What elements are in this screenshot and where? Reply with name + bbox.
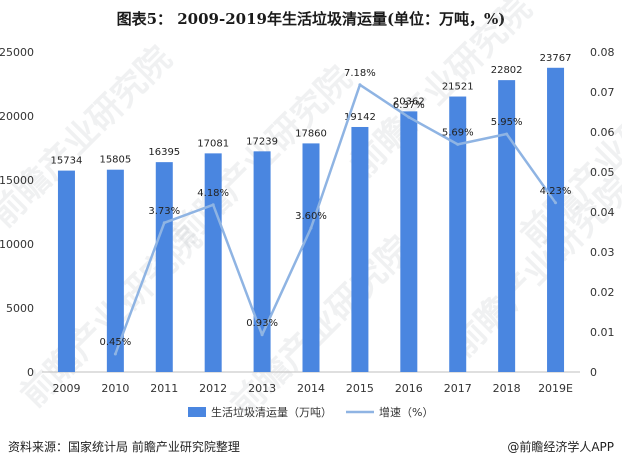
x-tick-label: 2013: [248, 382, 276, 395]
growth-value-label: 6.37%: [393, 100, 425, 111]
y-left-tick-label: 0: [27, 366, 34, 379]
bar: [204, 153, 222, 372]
growth-point: [456, 142, 460, 146]
legend-label-line: 增速（%）: [379, 405, 433, 419]
bar-value-label: 17860: [295, 128, 327, 139]
growth-value-label: 3.73%: [148, 206, 180, 217]
y-right-tick-label: 0.06: [590, 126, 615, 139]
bar-value-label: 19142: [344, 112, 376, 123]
y-left-tick-label: 10000: [0, 238, 34, 251]
x-tick-label: 2011: [150, 382, 178, 395]
x-tick-label: 2009: [52, 382, 80, 395]
y-left-tick-label: 15000: [0, 174, 34, 187]
growth-point: [162, 221, 166, 225]
bar: [57, 170, 75, 372]
bar: [400, 111, 418, 373]
growth-value-label: 0.45%: [99, 337, 131, 348]
bar-value-label: 21521: [442, 82, 474, 93]
brand-credit: @前瞻经济学人APP: [507, 440, 614, 454]
y-right-tick-label: 0.02: [590, 286, 615, 299]
bar-value-label: 15734: [51, 156, 83, 167]
chart-title: 图表5： 2009-2019年生活垃圾清运量(单位：万吨，%): [116, 10, 506, 28]
growth-point: [358, 83, 362, 87]
bar-value-label: 15805: [99, 155, 131, 166]
x-tick-label: 2012: [199, 382, 227, 395]
bar: [253, 151, 271, 372]
growth-value-label: 5.69%: [442, 127, 474, 138]
y-right-tick-label: 0.08: [590, 46, 615, 59]
y-right-tick-label: 0.05: [590, 166, 615, 179]
growth-point: [211, 203, 215, 207]
y-right-tick-label: 0.07: [590, 86, 615, 99]
y-left-tick-label: 20000: [0, 110, 34, 123]
bar: [498, 80, 516, 372]
bar-value-label: 23767: [540, 53, 572, 64]
y-right-tick-label: 0.01: [590, 326, 615, 339]
x-tick-label: 2017: [444, 382, 472, 395]
growth-point: [309, 226, 313, 230]
growth-point: [554, 201, 558, 205]
legend-swatch-bar: [188, 407, 206, 417]
bar-value-label: 22802: [491, 65, 523, 76]
bar-value-label: 17081: [197, 138, 229, 149]
y-left-tick-label: 5000: [6, 302, 34, 315]
growth-line: [114, 83, 557, 355]
y-right-tick-label: 0.03: [590, 246, 615, 259]
bar: [547, 67, 565, 372]
x-tick-label: 2019E: [538, 382, 573, 395]
bar: [155, 162, 173, 372]
growth-value-label: 5.95%: [491, 117, 523, 128]
bar-value-label: 20362: [393, 96, 425, 107]
growth-point: [505, 132, 509, 136]
legend-label-bar: 生活垃圾清运量（万吨）: [211, 405, 332, 419]
growth-value-label: 0.93%: [246, 318, 278, 329]
y-left-tick-label: 25000: [0, 46, 34, 59]
bar: [106, 169, 124, 372]
bar-value-label: 17239: [246, 136, 278, 147]
bar: [302, 143, 320, 372]
growth-value-label: 4.23%: [540, 186, 572, 197]
x-tick-label: 2018: [493, 382, 521, 395]
x-tick-label: 2014: [297, 382, 325, 395]
x-tick-label: 2015: [346, 382, 374, 395]
bar-value-label: 16395: [148, 147, 180, 158]
y-right-tick-label: 0: [590, 366, 597, 379]
growth-point: [260, 333, 264, 337]
bar: [449, 96, 467, 373]
growth-value-label: 4.18%: [197, 188, 229, 199]
x-tick-label: 2010: [101, 382, 129, 395]
bar: [351, 126, 369, 373]
source-note: 资料来源：国家统计局 前瞻产业研究院整理: [8, 440, 240, 454]
x-tick-label: 2016: [395, 382, 423, 395]
y-right-tick-label: 0.04: [590, 206, 615, 219]
growth-point: [407, 115, 411, 119]
growth-point: [113, 352, 117, 356]
growth-value-label: 7.18%: [344, 68, 376, 79]
growth-value-label: 3.60%: [295, 211, 327, 222]
